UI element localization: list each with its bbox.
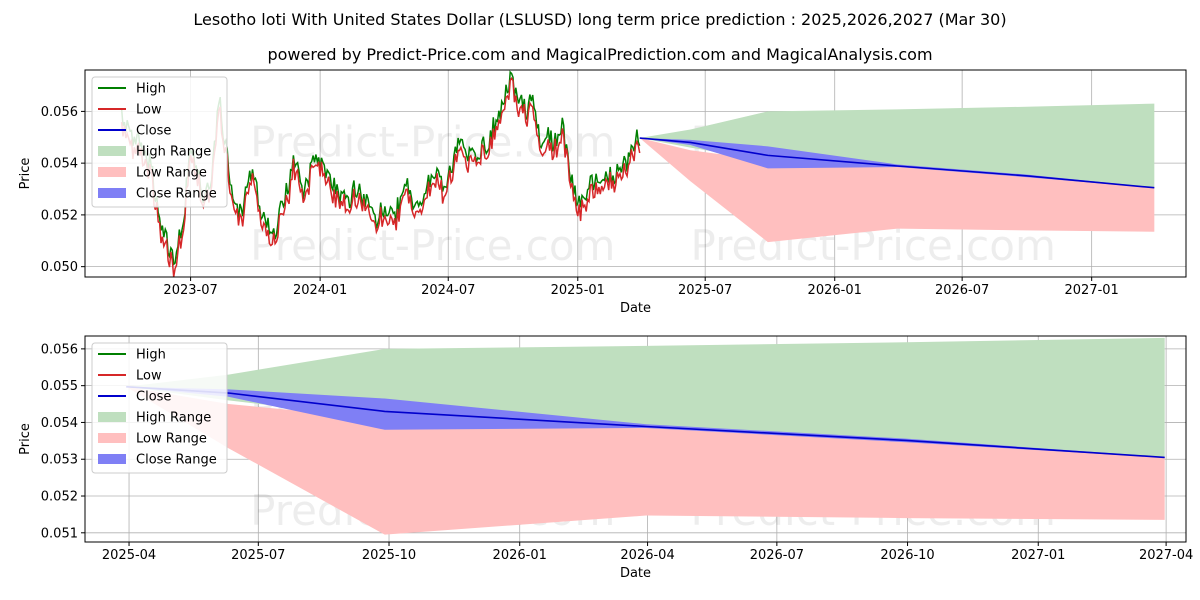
x-tick-label: 2027-04 bbox=[1139, 548, 1193, 563]
legend-low-range-swatch bbox=[98, 167, 126, 177]
legend-low-label: Low bbox=[136, 369, 162, 384]
legend-high-range-label: High Range bbox=[136, 145, 211, 160]
y-tick-label: 0.055 bbox=[41, 379, 78, 394]
axes-frame bbox=[84, 335, 1187, 543]
high-range-band bbox=[639, 103, 1155, 188]
legend-high-range-label: High Range bbox=[136, 411, 211, 426]
x-axis-label: Date bbox=[620, 566, 651, 581]
legend-low-range-swatch bbox=[98, 433, 126, 443]
legend-high-range-swatch bbox=[98, 412, 126, 422]
y-axis-label: Price bbox=[18, 158, 33, 190]
x-tick-label: 2025-07 bbox=[678, 283, 732, 298]
x-tick-label: 2026-07 bbox=[750, 548, 804, 563]
y-tick-label: 0.056 bbox=[41, 105, 78, 120]
close-forecast-line bbox=[639, 137, 1155, 189]
x-tick-label: 2026-07 bbox=[935, 283, 989, 298]
chart-title: Lesotho loti With United States Dollar (… bbox=[193, 10, 1007, 29]
legend-high-label: High bbox=[136, 348, 166, 363]
y-tick-label: 0.054 bbox=[41, 157, 78, 172]
high-range-band bbox=[126, 337, 1165, 458]
x-tick-label: 2027-01 bbox=[1011, 548, 1065, 563]
x-tick-label: 2025-10 bbox=[362, 548, 416, 563]
plot-area bbox=[120, 70, 1155, 277]
legend-low-label: Low bbox=[136, 103, 162, 118]
y-tick-label: 0.051 bbox=[41, 526, 78, 541]
x-tick-label: 2024-07 bbox=[421, 283, 475, 298]
x-tick-label: 2025-04 bbox=[102, 548, 156, 563]
x-tick-label: 2024-01 bbox=[293, 283, 347, 298]
y-tick-label: 0.050 bbox=[41, 260, 78, 275]
y-tick-label: 0.052 bbox=[41, 208, 78, 223]
y-tick-label: 0.052 bbox=[41, 490, 78, 505]
x-tick-label: 2025-01 bbox=[551, 283, 605, 298]
x-tick-label: 2026-01 bbox=[493, 548, 547, 563]
y-tick-label: 0.054 bbox=[41, 416, 78, 431]
chart-panel-forecast: Predict-Price.comPredict-Price.comPredic… bbox=[18, 335, 1193, 581]
legend-low-range-label: Low Range bbox=[136, 166, 207, 181]
x-tick-label: 2026-10 bbox=[880, 548, 934, 563]
legend-close-label: Close bbox=[136, 124, 171, 139]
y-axis-label: Price bbox=[18, 423, 33, 455]
watermark-text: Predict-Price.com bbox=[250, 221, 615, 270]
legend-low-range-label: Low Range bbox=[136, 432, 207, 447]
legend-close-range-label: Close Range bbox=[136, 187, 217, 202]
legend-close-label: Close bbox=[136, 390, 171, 405]
legend-close-range-swatch bbox=[98, 188, 126, 198]
legend-close-range-swatch bbox=[98, 454, 126, 464]
legend: High Low Close High Range Low Range Close Ran… bbox=[91, 342, 228, 474]
axes-frame bbox=[84, 69, 1187, 278]
legend-close-range-label: Close Range bbox=[136, 453, 217, 468]
x-tick-label: 2027-01 bbox=[1065, 283, 1119, 298]
y-tick-label: 0.053 bbox=[41, 453, 78, 468]
x-axis-label: Date bbox=[620, 301, 651, 316]
x-tick-label: 2026-04 bbox=[620, 548, 674, 563]
x-tick-label: 2025-07 bbox=[231, 548, 285, 563]
chart-subtitle: powered by Predict-Price.com and Magical… bbox=[267, 45, 933, 64]
y-tick-label: 0.056 bbox=[41, 342, 78, 357]
legend-high-label: High bbox=[136, 82, 166, 97]
x-tick-label: 2023-07 bbox=[163, 283, 217, 298]
legend: High Low Close High Range Low Range Close Ran… bbox=[91, 76, 228, 208]
x-tick-label: 2026-01 bbox=[808, 283, 862, 298]
legend-high-range-swatch bbox=[98, 146, 126, 156]
plot-area bbox=[126, 337, 1165, 535]
